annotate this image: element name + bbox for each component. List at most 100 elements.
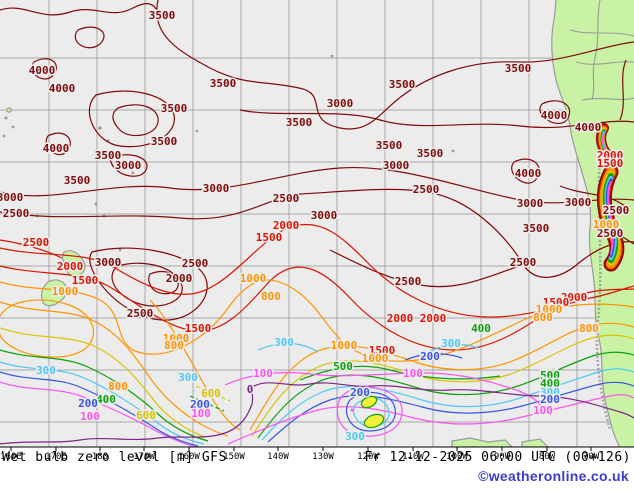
map-datetime: Fr 12-12-2025 06:00 UTC (00+126) bbox=[364, 450, 631, 465]
contour-label: 3500 bbox=[417, 147, 444, 160]
contour-label: 2000 bbox=[597, 149, 624, 162]
contour-label: 200 bbox=[78, 397, 98, 410]
contour-label: 1000 bbox=[331, 339, 358, 352]
contour-label: 3500 bbox=[505, 62, 532, 75]
contour-label: 1000 bbox=[240, 272, 267, 285]
contour-label: 100 bbox=[191, 407, 211, 420]
contour-label: 1000 bbox=[52, 285, 79, 298]
contour-label: 400 bbox=[471, 322, 491, 335]
contour-label: 3500 bbox=[64, 174, 91, 187]
x-axis-label: 150W bbox=[223, 452, 245, 462]
contour-label: 300 bbox=[36, 364, 56, 377]
contour-label: 100 bbox=[80, 410, 100, 423]
contour-label: 2500 bbox=[273, 192, 300, 205]
contour-label: 2500 bbox=[127, 307, 154, 320]
contour-label: 4000 bbox=[515, 167, 542, 180]
country-borders bbox=[569, 0, 634, 431]
x-axis-label: 170E bbox=[45, 452, 67, 462]
contour-label: 200 bbox=[350, 386, 370, 399]
contour-label: 0 bbox=[247, 383, 254, 396]
contours-magenta bbox=[0, 371, 634, 447]
contour-label: 2500 bbox=[603, 204, 630, 217]
contour-label: 1500 bbox=[72, 274, 99, 287]
contour-label: 3500 bbox=[210, 77, 237, 90]
contour-label: 400 bbox=[540, 377, 560, 390]
contours-green bbox=[0, 349, 634, 442]
contours-dark-red bbox=[0, 0, 634, 321]
contour-label: 2500 bbox=[395, 275, 422, 288]
contours-orange bbox=[0, 215, 634, 437]
contour-label: 200 bbox=[190, 398, 210, 411]
contour-label: 3500 bbox=[523, 222, 550, 235]
contour-label: 4000 bbox=[541, 109, 568, 122]
x-axis-labels: 160E 170E 180 170W 160W 150W 140W 130W 120W 110W 1… bbox=[0, 452, 600, 462]
contour-label: 3000 bbox=[115, 159, 142, 172]
contour-label: 3500 bbox=[95, 149, 122, 162]
x-axis-label: 160E bbox=[0, 452, 22, 462]
x-axis-label: 120W bbox=[357, 452, 379, 462]
x-axis-label: 100W bbox=[446, 452, 468, 462]
contour-label: 600 bbox=[136, 409, 156, 422]
contour-label: 1500 bbox=[597, 157, 624, 170]
x-axis-label: 110W bbox=[402, 452, 424, 462]
copyright-link[interactable]: ©weatheronline.co.uk bbox=[478, 468, 629, 484]
map-ocean-background bbox=[0, 0, 634, 447]
contour-label: 4000 bbox=[43, 142, 70, 155]
contour-label: 800 bbox=[164, 339, 184, 352]
x-axis-label: 170W bbox=[133, 452, 155, 462]
contour-label: 1000 bbox=[593, 218, 620, 231]
contour-label: 1000 bbox=[163, 332, 190, 345]
contour-label: 3500 bbox=[149, 9, 176, 22]
fiji-island bbox=[6, 107, 12, 113]
contour-label: 400 bbox=[96, 393, 116, 406]
contour-label: 2500 bbox=[413, 183, 440, 196]
contour-label: 2500 bbox=[182, 257, 209, 270]
x-axis-ticks bbox=[10, 447, 592, 451]
contour-label: 3000 bbox=[0, 191, 23, 204]
contour-label: 3500 bbox=[376, 139, 403, 152]
contour-label: 1500 bbox=[185, 322, 212, 335]
contour-label: 1000 bbox=[362, 352, 389, 365]
contour-label: 2000 bbox=[273, 219, 300, 232]
contour-label: 800 bbox=[533, 311, 553, 324]
contour-label: 800 bbox=[108, 380, 128, 393]
contour-label: 1500 bbox=[369, 344, 396, 357]
contour-label: 100 bbox=[253, 367, 273, 380]
contour-label: 3000 bbox=[565, 196, 592, 209]
contour-label: 800 bbox=[579, 322, 599, 335]
x-axis-label: 180 bbox=[92, 452, 108, 462]
contour-label: 2000 bbox=[57, 260, 84, 273]
contour-label: 2000 bbox=[387, 312, 414, 325]
contours-red bbox=[0, 223, 634, 351]
contour-label: 3000 bbox=[327, 97, 354, 110]
contour-label: 1000 bbox=[536, 303, 563, 316]
contour-label: 3500 bbox=[389, 78, 416, 91]
x-axis-label: 70W bbox=[583, 452, 600, 462]
contour-label: 3000 bbox=[203, 182, 230, 195]
contour-label: 2500 bbox=[597, 227, 624, 240]
contour-label: 3000 bbox=[383, 159, 410, 172]
x-axis-label: 140W bbox=[267, 452, 289, 462]
x-axis-label: 90W bbox=[494, 452, 511, 462]
x-axis-label: 130W bbox=[312, 452, 334, 462]
contour-label: 3500 bbox=[161, 102, 188, 115]
contour-label: 4000 bbox=[575, 121, 602, 134]
contour-label: 300 bbox=[345, 430, 365, 443]
contour-label: 3500 bbox=[286, 116, 313, 129]
contour-label: 2500 bbox=[3, 207, 30, 220]
contour-label: 1500 bbox=[543, 296, 570, 309]
contour-label: 200 bbox=[540, 393, 560, 406]
contours-cyan bbox=[0, 342, 634, 445]
contour-label: 500 bbox=[333, 360, 353, 373]
bottom-edge-island bbox=[451, 437, 513, 447]
contour-label: 3000 bbox=[311, 209, 338, 222]
contour-label: 2000 bbox=[420, 312, 447, 325]
contour-label: 2500 bbox=[23, 236, 50, 249]
contour-label: 100 bbox=[403, 367, 423, 380]
contour-label: 300 bbox=[178, 371, 198, 384]
contour-lines bbox=[0, 0, 634, 447]
contour-label: 300 bbox=[540, 386, 560, 399]
